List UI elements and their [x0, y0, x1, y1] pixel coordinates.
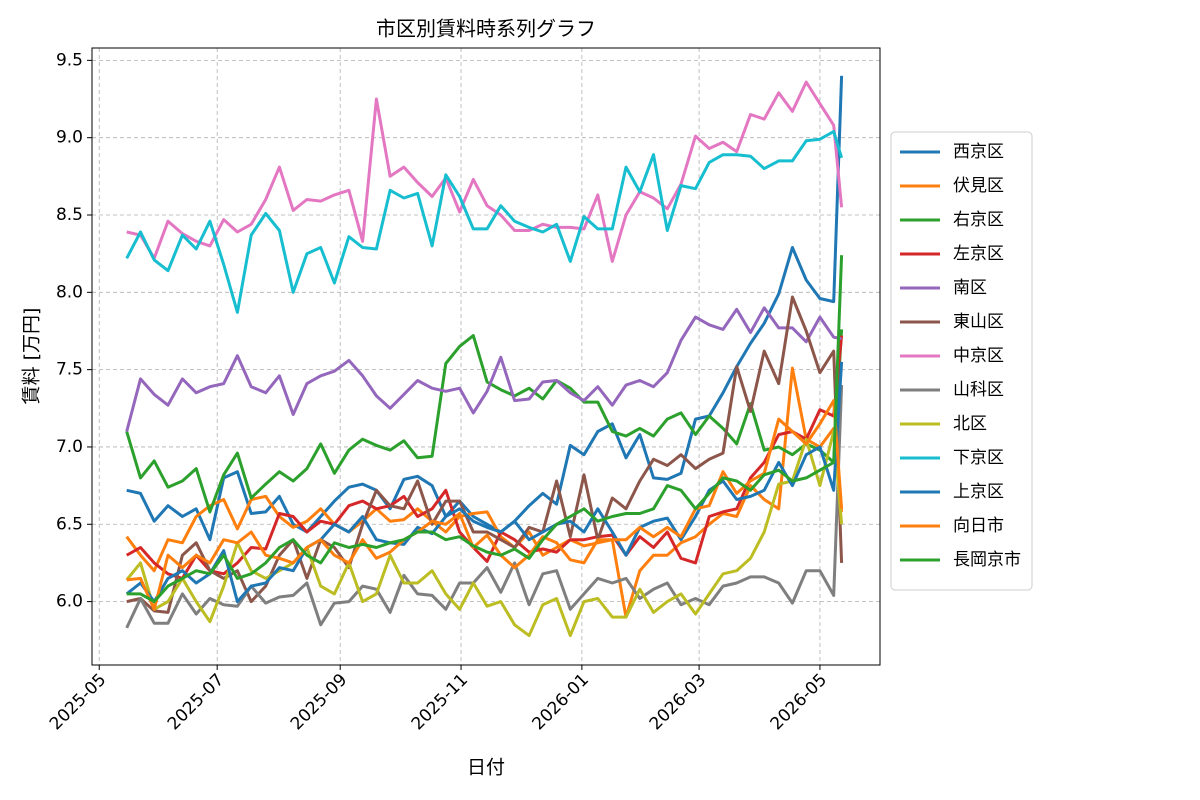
y-tick-label: 6.5: [56, 514, 83, 534]
x-tick-label: 2026-01: [529, 670, 593, 734]
y-axis-label: 賃料 [万円]: [21, 308, 43, 405]
y-tick-label: 7.0: [56, 437, 83, 457]
legend-label: 下京区: [953, 448, 1004, 468]
legend-label: 中京区: [953, 346, 1004, 366]
series-line: [125, 130, 844, 314]
legend-label: 右京区: [953, 210, 1004, 230]
series-line: [126, 80, 844, 263]
series-line: [126, 255, 844, 604]
y-tick-label: 9.0: [56, 128, 83, 148]
x-tick-label: 2026-03: [646, 670, 710, 734]
y-tick-label: 8.0: [56, 282, 83, 302]
x-tick-label: 2025-11: [408, 670, 472, 734]
x-tick-label: 2026-05: [767, 670, 831, 734]
plot-frame: [91, 47, 881, 666]
x-tick-label: 2025-07: [164, 670, 228, 734]
series-line: [125, 306, 842, 432]
y-tick-label: 8.5: [56, 205, 83, 225]
legend-label: 南区: [953, 278, 987, 298]
series-line: [125, 361, 844, 604]
chart-title: 市区別賃料時系列グラフ: [376, 17, 596, 41]
series-line: [126, 75, 844, 542]
series-line: [125, 430, 844, 638]
x-axis-label: 日付: [467, 757, 505, 779]
legend-label: 向日市: [953, 516, 1004, 536]
series-line: [125, 329, 844, 514]
legend-label: 北区: [953, 414, 987, 434]
legend-label: 上京区: [953, 482, 1004, 502]
legend-label: 左京区: [953, 244, 1004, 264]
y-tick-label: 9.5: [56, 50, 83, 70]
x-tick-label: 2025-05: [46, 670, 110, 734]
series-line: [126, 399, 844, 611]
legend-label: 西京区: [953, 142, 1004, 162]
series-line: [125, 335, 844, 580]
y-tick-label: 6.0: [56, 592, 83, 612]
y-tick-label: 7.5: [56, 360, 83, 380]
legend-label: 東山区: [953, 312, 1004, 332]
legend-box: [890, 131, 1033, 591]
legend-label: 長岡京市: [953, 550, 1021, 570]
x-tick-label: 2025-09: [287, 670, 351, 734]
legend-label: 伏見区: [953, 176, 1004, 196]
series-line: [125, 366, 844, 619]
legend-label: 山科区: [953, 380, 1004, 400]
